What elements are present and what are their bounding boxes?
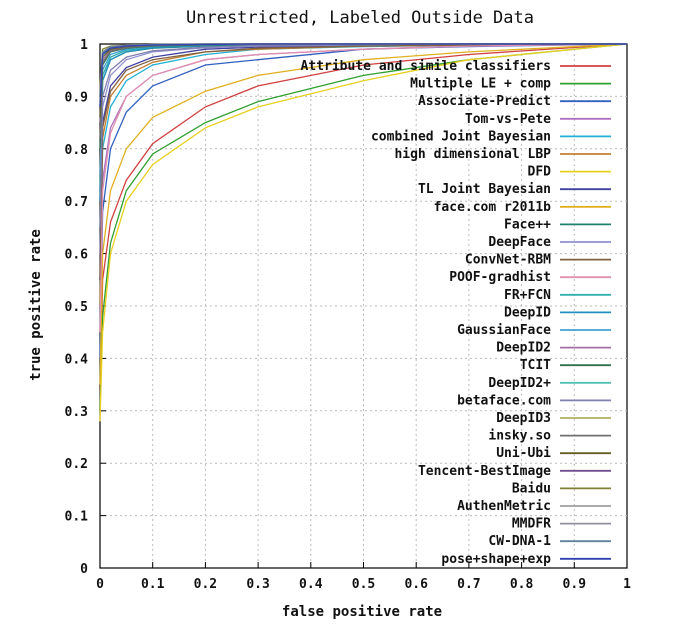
x-tick-label: 0 (96, 577, 104, 592)
y-tick-label: 0.9 (65, 90, 88, 105)
legend-label: insky.so (488, 429, 551, 444)
roc-curve (99, 43, 628, 411)
legend-label: MMDFR (512, 517, 551, 532)
x-tick-label: 0.7 (457, 577, 480, 592)
legend-label: DeepID2 (496, 341, 551, 356)
y-tick-label: 0.3 (65, 405, 88, 420)
legend-label: TL Joint Bayesian (418, 182, 551, 197)
legend-label: ConvNet-RBM (465, 253, 551, 268)
legend-label: DeepID3 (496, 411, 551, 426)
y-tick-label: 0.6 (65, 248, 89, 263)
legend-label: Baidu (512, 481, 551, 496)
legend-label: FR+FCN (504, 288, 551, 303)
x-tick-label: 0.4 (299, 577, 323, 592)
legend-label: GaussianFace (457, 323, 551, 338)
y-tick-label: 0.8 (65, 143, 89, 158)
legend-label: Attribute and simile classifiers (301, 59, 551, 74)
legend-label: AuthenMetric (457, 499, 551, 514)
y-tick-label: 0.7 (65, 195, 88, 210)
legend: Attribute and simile classifiers Multiple… (301, 59, 611, 567)
legend-label: high dimensional LBP (394, 147, 551, 162)
y-tick-label: 0.1 (65, 510, 89, 525)
legend-label: Tencent-BestImage (418, 464, 551, 479)
axis-ticks: 0 0.1 0.2 0.3 0.4 0.5 0.6 0.7 0.8 0.9 1 0 0.1 0.2 0.3 0… (65, 38, 632, 592)
x-tick-label: 0.8 (510, 577, 534, 592)
x-axis-label: false positive rate (282, 604, 442, 620)
legend-label: Associate-Predict (418, 94, 551, 109)
legend-label: DeepID2+ (488, 376, 551, 391)
legend-label: DFD (528, 165, 552, 180)
x-tick-label: 0.1 (141, 577, 165, 592)
y-tick-label: 0.5 (65, 300, 88, 315)
roc-curve (99, 43, 627, 107)
legend-label: DeepID (504, 305, 551, 320)
x-tick-label: 0.3 (246, 577, 269, 592)
roc-curve (99, 43, 628, 385)
roc-curve (99, 43, 628, 333)
legend-label: Multiple LE + comp (410, 77, 551, 92)
legend-label: face.com r2011b (434, 200, 552, 215)
legend-label: DeepFace (488, 235, 551, 250)
legend-label: Face++ (504, 217, 551, 232)
x-tick-label: 1 (623, 577, 631, 592)
legend-label: CW-DNA-1 (488, 534, 551, 549)
legend-label: TCIT (520, 358, 551, 373)
roc-curve (99, 43, 628, 280)
x-tick-label: 0.2 (194, 577, 217, 592)
y-tick-label: 0 (80, 562, 88, 577)
y-tick-label: 1 (80, 38, 88, 53)
legend-label: betaface.com (457, 393, 551, 408)
legend-label: Tom-vs-Pete (465, 112, 551, 127)
x-tick-label: 0.5 (352, 577, 375, 592)
legend-label: Uni-Ubi (496, 446, 551, 461)
legend-label: combined Joint Bayesian (371, 129, 551, 144)
legend-label: pose+shape+exp (441, 552, 551, 567)
grid-lines (100, 44, 627, 568)
roc-curve (99, 43, 628, 411)
y-axis-label: true positive rate (28, 229, 44, 381)
chart-title: Unrestricted, Labeled Outside Data (186, 8, 534, 28)
x-tick-label: 0.9 (563, 577, 586, 592)
x-tick-label: 0.6 (404, 577, 428, 592)
y-tick-label: 0.2 (65, 457, 88, 472)
roc-curve (99, 43, 628, 422)
roc-curves (99, 43, 628, 422)
y-tick-label: 0.4 (65, 352, 89, 367)
legend-label: POOF-gradhist (449, 270, 551, 285)
